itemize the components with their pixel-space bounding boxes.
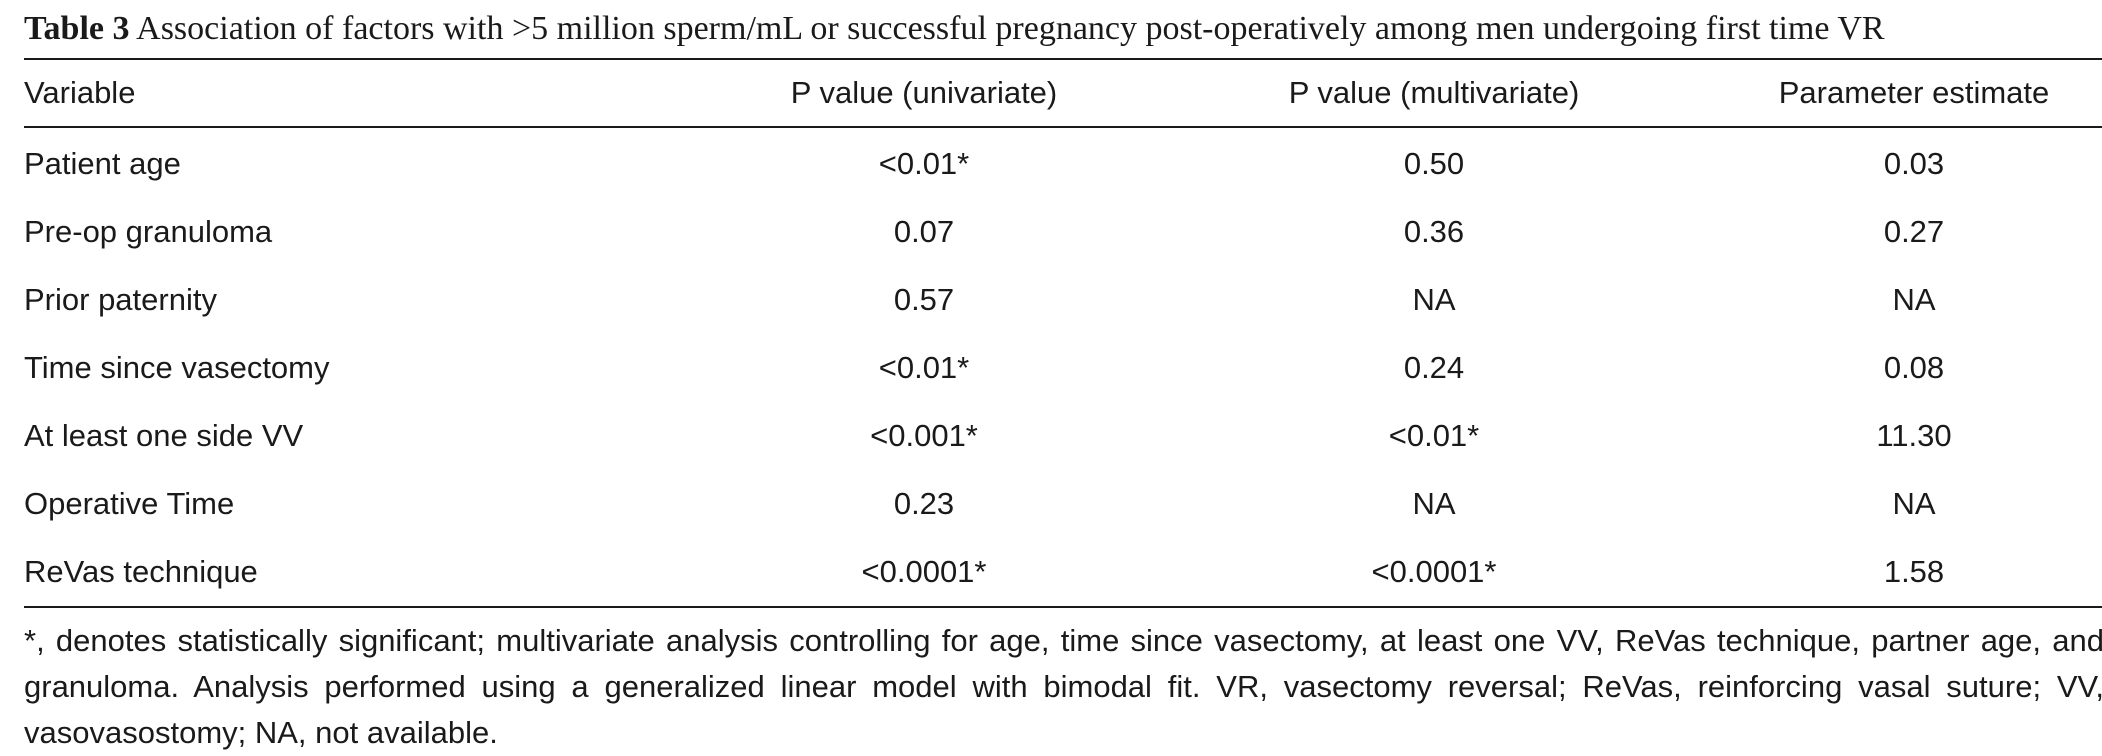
- cell-p-multivariate: <0.0001*: [1371, 554, 1497, 589]
- table-caption: Table 3 Association of factors with >5 m…: [24, 0, 2102, 58]
- cell-parameter-estimate: 0.03: [1883, 146, 1945, 181]
- results-table: Variable P value (univariate) P value (m…: [24, 58, 2102, 608]
- cell-p-univariate: <0.01*: [878, 350, 970, 385]
- table-row: Pre-op granuloma 0.07 0.36 0.27: [24, 198, 2102, 266]
- table-page: Table 3 Association of factors with >5 m…: [24, 0, 2102, 756]
- cell-parameter-estimate: 0.27: [1883, 214, 1945, 249]
- cell-p-univariate: 0.57: [893, 282, 955, 317]
- cell-p-multivariate: 0.36: [1403, 214, 1465, 249]
- header-row: Variable P value (univariate) P value (m…: [24, 59, 2102, 127]
- cell-parameter-estimate: NA: [1892, 282, 1936, 317]
- cell-variable: ReVas technique: [24, 554, 258, 589]
- cell-p-univariate: <0.001*: [870, 418, 978, 453]
- table-row: At least one side VV <0.001* <0.01* 11.3…: [24, 402, 2102, 470]
- cell-p-multivariate: <0.01*: [1388, 418, 1480, 453]
- column-header-p-univariate: P value (univariate): [790, 75, 1058, 110]
- table-row: Operative Time 0.23 NA NA: [24, 470, 2102, 538]
- cell-variable: At least one side VV: [24, 418, 304, 453]
- table-caption-label: Table 3: [24, 10, 130, 47]
- table-row: Patient age <0.01* 0.50 0.03: [24, 127, 2102, 198]
- cell-variable: Operative Time: [24, 486, 235, 521]
- column-header-parameter-estimate: Parameter estimate: [1778, 75, 2050, 110]
- cell-variable: Pre-op granuloma: [24, 214, 273, 249]
- cell-variable: Time since vasectomy: [24, 350, 330, 385]
- cell-p-univariate: <0.01*: [878, 146, 970, 181]
- cell-parameter-estimate: NA: [1892, 486, 1936, 521]
- cell-parameter-estimate: 11.30: [1876, 418, 1952, 453]
- cell-p-multivariate: NA: [1412, 282, 1456, 317]
- table-footnote: *, denotes statistically significant; mu…: [24, 623, 2102, 750]
- table-caption-text: Association of factors with >5 million s…: [136, 10, 1885, 47]
- cell-parameter-estimate: 1.58: [1883, 554, 1945, 589]
- table-row: ReVas technique <0.0001* <0.0001* 1.58: [24, 538, 2102, 607]
- cell-p-univariate: <0.0001*: [861, 554, 987, 589]
- cell-variable: Patient age: [24, 146, 181, 181]
- cell-p-multivariate: NA: [1412, 486, 1456, 521]
- table-row: Prior paternity 0.57 NA NA: [24, 266, 2102, 334]
- cell-p-univariate: 0.07: [893, 214, 955, 249]
- column-header-variable: Variable: [24, 75, 136, 110]
- cell-variable: Prior paternity: [24, 282, 217, 317]
- cell-p-univariate: 0.23: [893, 486, 955, 521]
- column-header-p-multivariate: P value (multivariate): [1288, 75, 1580, 110]
- cell-parameter-estimate: 0.08: [1883, 350, 1945, 385]
- table-row: Time since vasectomy <0.01* 0.24 0.08: [24, 334, 2102, 402]
- cell-p-multivariate: 0.24: [1403, 350, 1465, 385]
- cell-p-multivariate: 0.50: [1403, 146, 1465, 181]
